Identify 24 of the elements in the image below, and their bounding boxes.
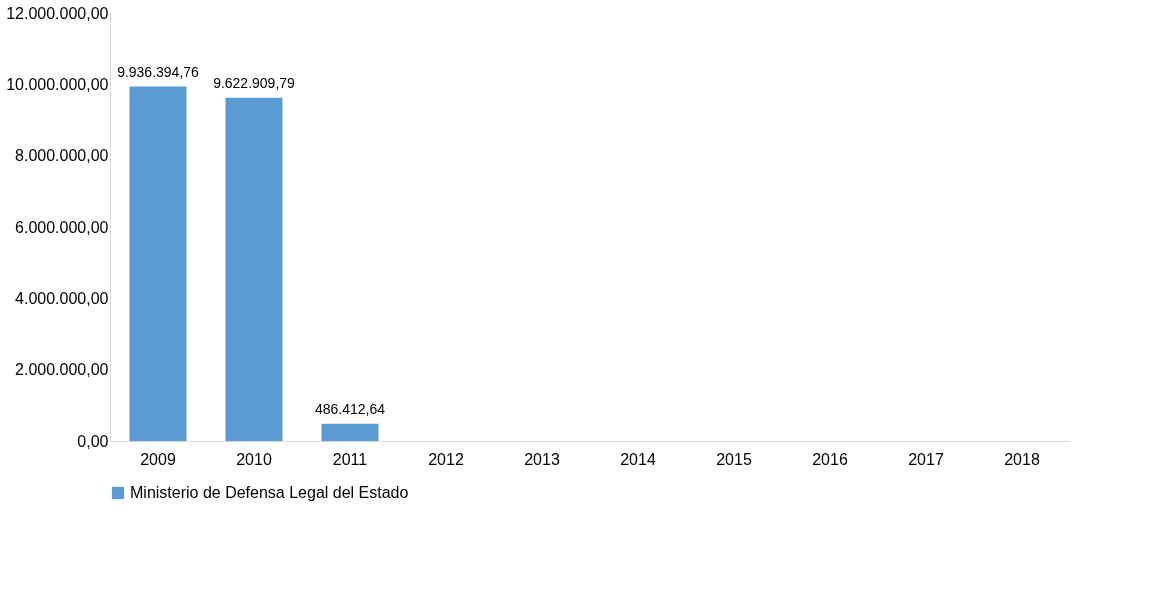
x-tick-label: 2017: [908, 450, 944, 468]
x-tick-label: 2010: [236, 450, 272, 468]
x-tick-label: 2012: [428, 450, 464, 468]
x-tick-label: 2014: [620, 450, 656, 468]
x-tick-label: 2016: [812, 450, 848, 468]
y-tick-label: 8.000.000,00: [15, 147, 109, 165]
y-tick-label: 2.000.000,00: [15, 361, 109, 379]
x-tick-label: 2013: [524, 450, 560, 468]
bar: [129, 86, 187, 441]
y-tick-label: 0,00: [77, 432, 109, 450]
x-tick-label: 2018: [1004, 450, 1040, 468]
bar: [321, 423, 379, 441]
x-tick-label: 2015: [716, 450, 752, 468]
x-tick-label: 2009: [140, 450, 176, 468]
bar: [225, 97, 283, 441]
data-label: 9.622.909,79: [213, 74, 296, 91]
y-tick-label: 4.000.000,00: [15, 289, 109, 307]
data-label: 9.936.394,76: [117, 63, 200, 80]
x-tick-label: 2011: [332, 450, 368, 468]
y-tick-label: 12.000.000,00: [6, 4, 109, 22]
data-label: 486.412,64: [314, 400, 386, 417]
y-tick-label: 10.000.000,00: [6, 75, 109, 93]
legend-label: Ministerio de Defensa Legal del Estado: [130, 484, 409, 501]
y-tick-label: 6.000.000,00: [15, 218, 109, 236]
